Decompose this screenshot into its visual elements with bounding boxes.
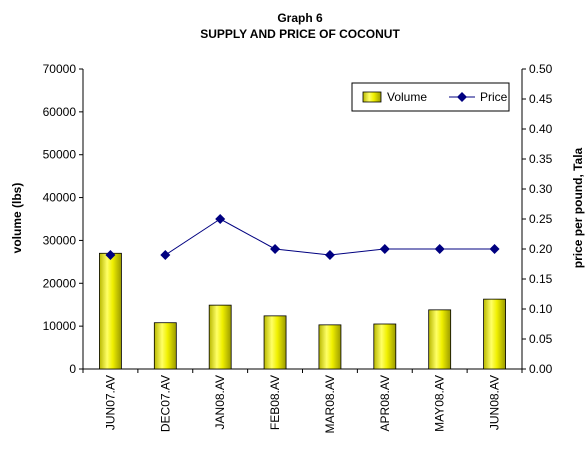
y-tick-label: 50000	[43, 148, 77, 162]
volume-bar	[374, 324, 396, 369]
price-point-marker	[270, 244, 280, 254]
price-line-segment	[165, 219, 220, 255]
price-point-marker	[325, 250, 335, 260]
volume-bar	[209, 305, 231, 369]
x-tick-label: MAR08.AV	[323, 375, 337, 433]
y2-tick-label: 0.45	[529, 92, 553, 106]
price-point-marker	[215, 214, 225, 224]
y-tick-label: 60000	[43, 105, 77, 119]
chart-title: Graph 6	[277, 11, 323, 25]
legend-volume-label: Volume	[387, 90, 427, 104]
volume-bar	[429, 310, 451, 369]
x-tick-label: JUN08.AV	[488, 375, 502, 430]
volume-bar	[99, 253, 121, 369]
y2-axis-label: price per pound, Tala	[571, 147, 585, 268]
volume-bar	[484, 299, 506, 369]
x-tick-label: DEC07.AV	[158, 375, 172, 432]
price-point-marker	[380, 244, 390, 254]
y-tick-label: 20000	[43, 276, 77, 290]
y-tick-label: 70000	[43, 62, 77, 76]
price-line-segment	[330, 249, 385, 255]
y2-tick-label: 0.35	[529, 152, 553, 166]
volume-bar	[319, 325, 341, 369]
price-point-marker	[435, 244, 445, 254]
y2-tick-label: 0.05	[529, 332, 553, 346]
x-tick-label: APR08.AV	[378, 375, 392, 431]
x-tick-label: MAY08.AV	[433, 375, 447, 432]
x-tick-label: JUN07.AV	[103, 375, 117, 430]
y-tick-label: 30000	[43, 233, 77, 247]
y2-tick-label: 0.50	[529, 62, 553, 76]
y2-tick-label: 0.30	[529, 182, 553, 196]
y2-tick-label: 0.00	[529, 362, 553, 376]
y-tick-label: 10000	[43, 319, 77, 333]
x-tick-label: FEB08.AV	[268, 375, 282, 430]
y-axis-label: volume (lbs)	[10, 183, 24, 254]
x-tick-label: JAN08.AV	[213, 375, 227, 429]
y2-tick-label: 0.40	[529, 122, 553, 136]
y-tick-label: 40000	[43, 191, 77, 205]
chart-subtitle: SUPPLY AND PRICE OF COCONUT	[200, 27, 400, 41]
price-point-marker	[490, 244, 500, 254]
volume-bar	[264, 316, 286, 369]
price-point-marker	[160, 250, 170, 260]
price-line-segment	[275, 249, 330, 255]
legend-volume-swatch	[363, 92, 381, 102]
y-tick-label: 0	[69, 362, 76, 376]
y2-tick-label: 0.10	[529, 302, 553, 316]
price-line-segment	[220, 219, 275, 249]
y2-tick-label: 0.20	[529, 242, 553, 256]
y2-tick-label: 0.15	[529, 272, 553, 286]
y2-tick-label: 0.25	[529, 212, 553, 226]
volume-bar	[154, 323, 176, 369]
legend-price-label: Price	[480, 90, 508, 104]
